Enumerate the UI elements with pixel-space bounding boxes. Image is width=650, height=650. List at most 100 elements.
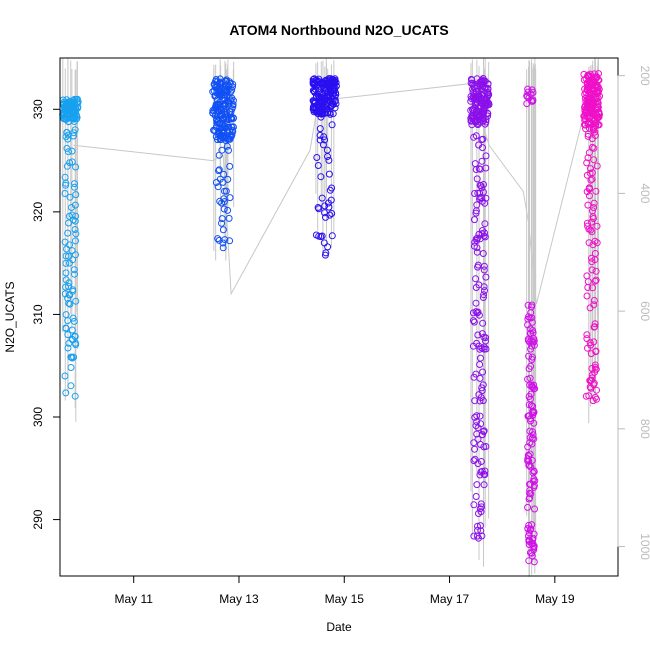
data-point-3-169 [477, 468, 485, 476]
data-point-3-246 [472, 370, 480, 378]
data-point-4-9 [524, 88, 532, 96]
series-flight-6 [580, 70, 603, 405]
data-point-5-136 [584, 102, 592, 110]
data-point-1-179 [215, 166, 223, 174]
data-point-3-171 [474, 331, 482, 339]
data-point-1-203 [218, 199, 226, 207]
data-point-4-111 [528, 356, 536, 363]
x-axis-label: Date [326, 620, 352, 634]
data-point-5-141 [581, 85, 589, 93]
data-point-3-268 [479, 107, 487, 115]
data-point-5-216 [584, 154, 592, 162]
data-point-0-139 [62, 181, 70, 189]
data-point-3-276 [479, 368, 487, 376]
data-point-1-188 [225, 214, 233, 222]
data-point-5-157 [590, 79, 598, 87]
data-point-0-121 [61, 372, 69, 380]
data-point-5-225 [591, 237, 599, 245]
data-point-4-115 [525, 521, 533, 529]
data-point-1-144 [214, 118, 222, 126]
data-point-3-269 [479, 397, 487, 405]
data-point-5-247 [589, 213, 597, 221]
data-point-1-206 [222, 187, 230, 195]
data-point-1-198 [218, 219, 225, 227]
data-point-5-154 [595, 113, 603, 121]
data-point-0-74 [70, 110, 78, 118]
data-point-5-158 [594, 98, 602, 106]
data-point-3-210 [471, 117, 479, 125]
series-flight-2 [209, 75, 237, 252]
data-point-5-144 [587, 120, 595, 128]
data-point-0-159 [62, 252, 70, 260]
data-point-3-188 [479, 294, 487, 301]
data-point-3-105 [470, 82, 478, 90]
x-tick-label-3: May 17 [430, 592, 470, 606]
data-point-4-106 [530, 341, 538, 349]
data-point-0-109 [71, 270, 78, 278]
data-point-3-248 [481, 287, 488, 295]
data-point-0-91 [70, 353, 78, 361]
data-point-3-249 [475, 311, 483, 319]
data-point-5-226 [593, 222, 601, 230]
data-point-1-184 [224, 175, 232, 183]
data-point-5-212 [592, 267, 600, 275]
data-point-0-125 [62, 283, 70, 291]
data-point-4-104 [530, 419, 538, 427]
data-point-3-218 [478, 157, 486, 165]
data-point-4-47 [526, 494, 534, 502]
data-point-3-146 [471, 107, 478, 115]
data-point-1-174 [213, 103, 221, 111]
data-point-0-101 [71, 226, 79, 233]
data-point-4-130 [528, 456, 536, 464]
data-point-3-263 [476, 505, 484, 513]
data-point-3-233 [476, 471, 484, 479]
data-point-1-201 [214, 235, 222, 243]
data-point-2-203 [328, 210, 336, 217]
data-point-2-216 [325, 156, 333, 164]
data-point-3-225 [473, 175, 481, 183]
data-point-0-104 [72, 297, 80, 305]
data-point-1-187 [222, 137, 230, 144]
data-point-2-175 [317, 80, 325, 88]
data-point-4-120 [525, 457, 533, 465]
data-point-2-177 [317, 94, 325, 102]
data-point-3-279 [477, 441, 484, 448]
data-point-4-93 [525, 536, 533, 544]
data-point-5-237 [585, 149, 593, 157]
data-point-1-140 [209, 88, 217, 96]
data-point-3-205 [472, 422, 480, 430]
data-point-1-151 [221, 123, 229, 130]
pressure-layer [62, 58, 599, 577]
data-point-3-242 [470, 532, 478, 540]
data-point-2-170 [313, 108, 320, 116]
data-point-1-137 [221, 111, 229, 119]
data-point-0-65 [69, 103, 76, 111]
data-point-0-148 [64, 148, 72, 156]
data-point-3-109 [468, 95, 476, 103]
data-point-2-204 [322, 101, 330, 109]
data-point-0-145 [63, 162, 71, 170]
data-point-5-126 [582, 89, 590, 97]
data-point-4-86 [530, 468, 538, 476]
data-point-0-136 [65, 118, 73, 126]
right-tick-label-1: 400 [638, 183, 650, 203]
data-point-0-72 [64, 101, 72, 109]
data-point-5-155 [594, 88, 602, 96]
data-point-4-70 [531, 505, 538, 513]
y-tick-label-4: 330 [31, 99, 45, 119]
data-point-5-166 [590, 199, 598, 207]
data-point-5-248 [588, 254, 595, 262]
data-point-0-147 [65, 252, 73, 260]
data-point-2-183 [316, 125, 324, 133]
data-point-3-198 [470, 318, 478, 326]
data-point-3-170 [471, 445, 479, 453]
data-point-4-85 [527, 390, 535, 398]
data-point-5-222 [593, 386, 600, 394]
data-point-4-116 [530, 408, 538, 416]
y-axis-label: N2O_UCATS [3, 281, 17, 352]
data-point-1-164 [229, 97, 237, 105]
data-point-4-125 [525, 532, 532, 540]
data-point-5-221 [588, 169, 596, 177]
data-point-1-166 [215, 91, 223, 99]
